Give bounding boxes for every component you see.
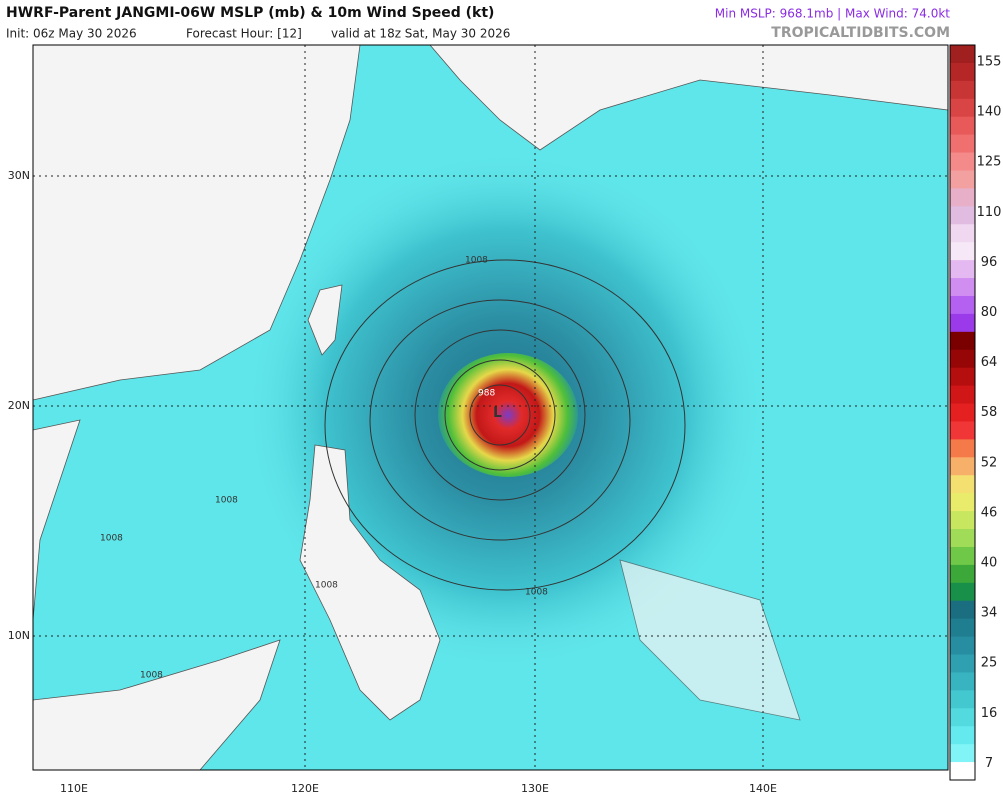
- colorbar-label: 40: [981, 556, 998, 571]
- colorbar-swatch: [950, 708, 975, 727]
- graticule: [33, 45, 948, 770]
- colorbar-swatch: [950, 260, 975, 279]
- colorbar-swatch: [950, 672, 975, 691]
- lon-label: 110E: [60, 782, 88, 795]
- lat-label: 20N: [8, 399, 30, 412]
- contour-labels: 1008 1008 1008 1008 1008 1008 988: [100, 256, 548, 681]
- isobars: [324, 259, 686, 591]
- colorbar-swatch: [950, 439, 975, 458]
- contour-label: 988: [478, 389, 495, 399]
- map: L: [32, 44, 949, 771]
- colorbar-swatch: [950, 152, 975, 171]
- colorbar-swatch: [950, 313, 975, 333]
- contour-label: 1008: [215, 496, 238, 506]
- colorbar-swatch: [950, 493, 975, 512]
- colorbar-swatch: [950, 98, 975, 118]
- colorbar-swatch: [950, 636, 975, 656]
- lon-label: 120E: [291, 782, 319, 795]
- colorbar-swatch: [950, 45, 975, 64]
- colorbar-swatch: [950, 80, 975, 100]
- colorbar-label: 80: [981, 305, 998, 320]
- colorbar-swatch: [950, 349, 975, 369]
- colorbar-swatch: [950, 475, 975, 494]
- colorbar-label: 58: [981, 405, 998, 420]
- colorbar-swatch: [950, 367, 975, 387]
- colorbar-swatch: [950, 295, 975, 315]
- colorbar-swatch: [950, 188, 975, 207]
- title: HWRF-Parent JANGMI-06W MSLP (mb) & 10m W…: [6, 5, 494, 21]
- colorbar-swatch: [950, 762, 975, 781]
- stats: Min MSLP: 968.1mb | Max Wind: 74.0kt: [715, 7, 950, 21]
- lon-labels: 110E 120E 130E 140E: [60, 782, 777, 795]
- colorbar-swatch: [950, 546, 975, 566]
- colorbar-swatch: [950, 600, 975, 620]
- colorbar-swatch: [950, 618, 975, 638]
- colorbar-swatch: [950, 726, 975, 745]
- valid-time: valid at 18z Sat, May 30 2026: [331, 27, 510, 41]
- colorbar-swatch: [950, 564, 975, 584]
- colorbar-swatch: [950, 206, 975, 225]
- low-marker: L: [493, 405, 502, 421]
- colorbar-label: 110: [977, 205, 1002, 220]
- lon-label: 130E: [521, 782, 549, 795]
- colorbar-frame: [949, 44, 976, 781]
- lon-label: 140E: [749, 782, 777, 795]
- contour-label: 1008: [140, 671, 163, 681]
- colorbar-label: 155: [977, 55, 1002, 70]
- land-taiwan: [307, 284, 343, 356]
- colorbar-label: 34: [981, 606, 998, 621]
- colorbar-swatch: [950, 170, 975, 189]
- colorbar-label: 64: [981, 355, 998, 370]
- colorbar-swatch: [950, 62, 975, 82]
- colorbar-label: 16: [981, 706, 998, 721]
- forecast-hour: Forecast Hour: [12]: [186, 27, 302, 41]
- land-dry-area: [619, 559, 801, 721]
- lat-label: 10N: [8, 629, 30, 642]
- colorbar-swatch: [950, 421, 975, 440]
- site: TROPICALTIDBITS.COM: [771, 25, 950, 41]
- colorbar-label: 140: [977, 105, 1002, 120]
- init: Init: 06z May 30 2026: [6, 27, 137, 41]
- contour-label: 1008: [315, 581, 338, 591]
- colorbar-swatch: [950, 690, 975, 709]
- colorbar-label: 46: [981, 505, 998, 520]
- colorbar-label: 125: [977, 155, 1002, 170]
- colorbar-swatch: [950, 529, 975, 548]
- colorbar-swatch: [950, 331, 975, 351]
- colorbar-swatch: [950, 134, 975, 154]
- colorbar-swatch: [950, 744, 975, 763]
- colorbar-label: 25: [981, 656, 998, 671]
- colorbar-swatch: [950, 224, 975, 243]
- colorbar-label: 52: [981, 455, 998, 470]
- colorbar-swatch: [950, 385, 975, 405]
- colorbar-swatch: [950, 403, 975, 422]
- land-asia: [32, 44, 361, 401]
- land-philippines: [299, 444, 441, 721]
- colorbar-swatch: [950, 582, 975, 602]
- contour-label: 1008: [100, 534, 123, 544]
- colorbar-swatch: [950, 278, 975, 297]
- contour-label: 1008: [465, 256, 488, 266]
- colorbar-swatch: [950, 457, 975, 476]
- map-frame: [32, 44, 949, 771]
- colorbar-swatch: [950, 511, 975, 530]
- colorbar: 155 140 125 110 96 80 64 58 52 46 40 34 25 16 7: [949, 44, 1002, 781]
- storm-core: [438, 353, 578, 477]
- colorbar-label: 7: [985, 756, 993, 771]
- lat-labels: 30N 20N 10N: [8, 169, 30, 642]
- lat-label: 30N: [8, 169, 30, 182]
- colorbar-swatch: [950, 654, 975, 673]
- colorbar-swatch: [950, 242, 975, 261]
- colorbar-swatch: [950, 116, 975, 136]
- colorbar-label: 96: [981, 255, 998, 270]
- contour-label: 1008: [525, 588, 548, 598]
